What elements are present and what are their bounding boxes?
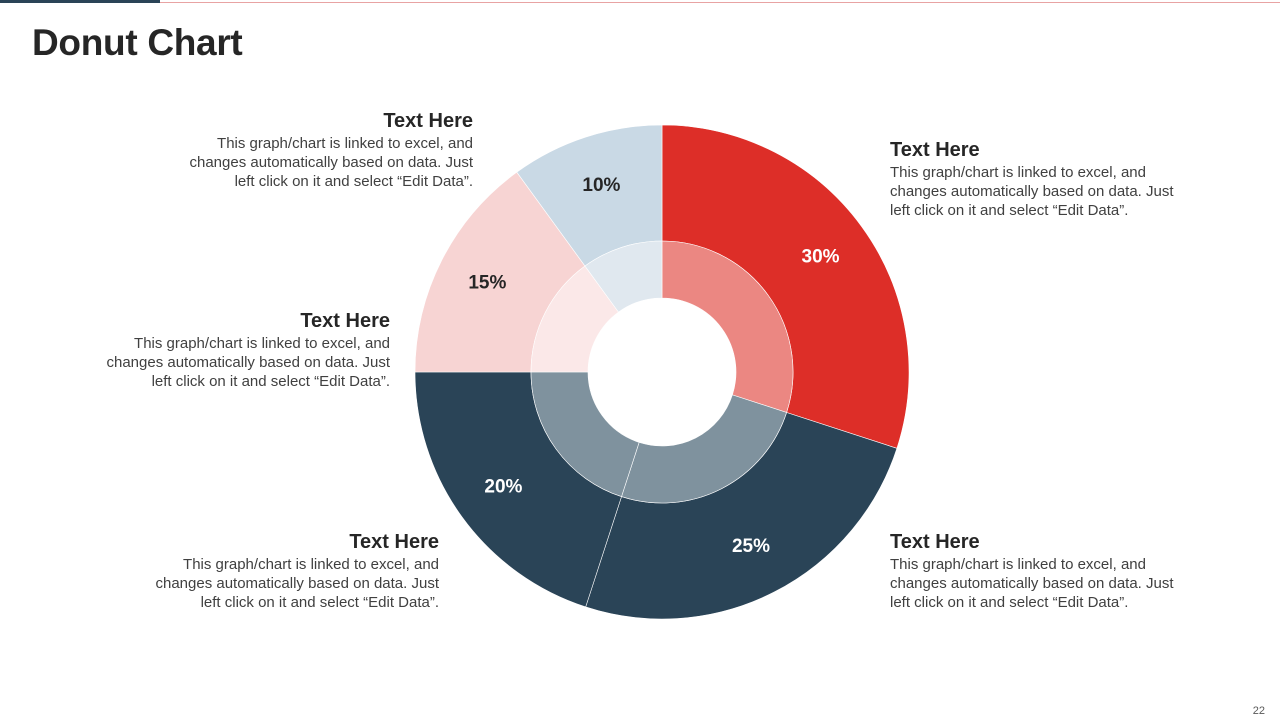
callout-body-line: This graph/chart is linked to excel, and [217,135,473,152]
callout-body: This graph/chart is linked to excel, and… [163,134,473,191]
callout-heading: Text Here [300,310,390,332]
callout-heading: Text Here [890,531,980,553]
callout-body-line: left click on it and select “Edit Data”. [890,202,1129,219]
callout-body: This graph/chart is linked to excel, and… [890,163,1200,220]
callout-body-line: This graph/chart is linked to excel, and [890,556,1146,573]
callout-middle-left: Text Here This graph/chart is linked to … [80,310,390,391]
callout-body-line: left click on it and select “Edit Data”. [151,373,390,390]
callout-body-line: changes automatically based on data. Jus… [155,575,439,592]
callout-body-line: left click on it and select “Edit Data”. [200,594,439,611]
callout-body-line: changes automatically based on data. Jus… [106,354,390,371]
callout-heading: Text Here [383,110,473,132]
data-label-slice-15: 15% [468,273,506,294]
data-label-slice-10: 10% [582,175,620,196]
callout-body: This graph/chart is linked to excel, and… [890,555,1200,612]
callout-body: This graph/chart is linked to excel, and… [129,555,439,612]
callout-body-line: This graph/chart is linked to excel, and [134,335,390,352]
data-label-slice-25: 25% [732,536,770,557]
callout-body-line: changes automatically based on data. Jus… [890,183,1174,200]
callout-bottom-right: Text Here This graph/chart is linked to … [890,531,1200,612]
callout-heading: Text Here [890,139,980,161]
slice-30-inner-ring[interactable] [661,240,794,413]
page-number: 22 [1252,705,1265,717]
callout-body-line: This graph/chart is linked to excel, and [890,164,1146,181]
header-accent-line [160,2,1280,3]
callout-body-line: changes automatically based on data. Jus… [890,575,1174,592]
callout-body-line: This graph/chart is linked to excel, and [183,556,439,573]
callout-bottom-left: Text Here This graph/chart is linked to … [129,531,439,612]
page-title: Donut Chart [32,22,243,63]
callout-heading: Text Here [349,531,439,553]
callout-body-line: changes automatically based on data. Jus… [189,154,473,171]
header-accent-bar-dark [0,0,160,3]
callout-body: This graph/chart is linked to excel, and… [80,334,390,391]
callout-top-right: Text Here This graph/chart is linked to … [890,139,1200,220]
slice-25-inner-ring[interactable] [621,394,787,504]
data-label-slice-20: 20% [484,477,522,498]
callout-top-left: Text Here This graph/chart is linked to … [163,110,473,191]
data-label-slice-30: 30% [802,246,840,267]
callout-body-line: left click on it and select “Edit Data”. [234,173,473,190]
slice-10-inner-ring[interactable] [584,240,663,313]
slice-20-inner-ring[interactable] [530,371,640,497]
callout-body-line: left click on it and select “Edit Data”. [890,594,1129,611]
